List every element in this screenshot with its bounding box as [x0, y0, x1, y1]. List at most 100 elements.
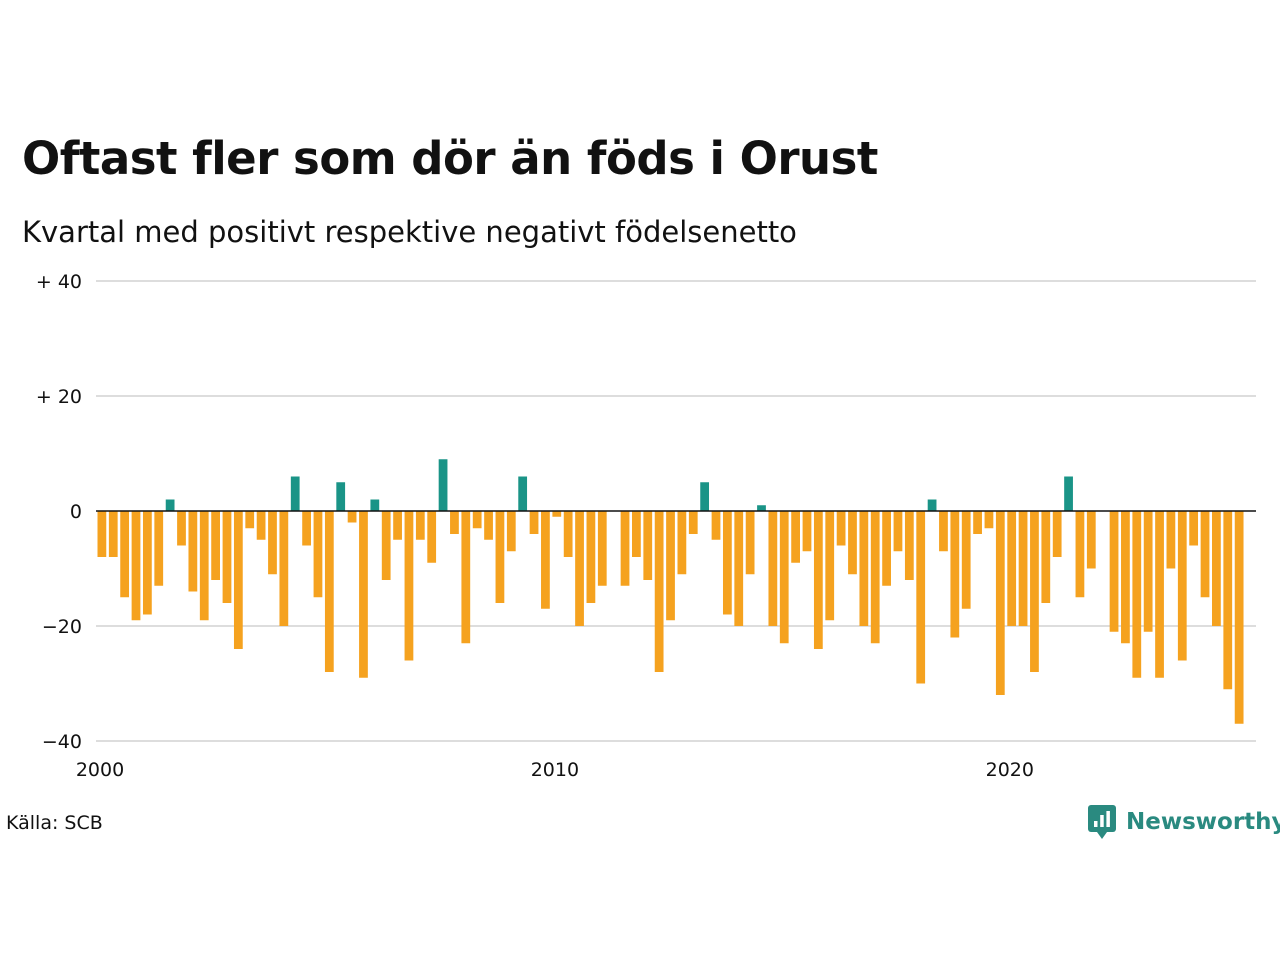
bar: [268, 511, 277, 575]
bar: [211, 511, 220, 580]
bar: [927, 499, 937, 511]
bar: [1041, 511, 1051, 603]
bar: [302, 511, 311, 546]
y-tick-label: 0: [70, 501, 82, 523]
bar: [882, 511, 891, 586]
bar: [995, 511, 1005, 695]
bar: [359, 511, 368, 678]
bar: [541, 511, 550, 609]
bar: [495, 511, 505, 603]
bar: [848, 511, 857, 575]
bar: [666, 511, 675, 621]
bars: [97, 459, 1244, 724]
bar: [415, 511, 425, 540]
bar: [404, 511, 414, 661]
bar: [518, 476, 528, 511]
bar: [984, 511, 994, 529]
bar: [916, 511, 926, 684]
bar: [370, 499, 380, 511]
bar: [506, 511, 516, 552]
bar: [734, 511, 744, 626]
bar: [1166, 511, 1176, 569]
bar: [438, 459, 448, 511]
bar: [1121, 511, 1130, 644]
bar: [563, 511, 573, 557]
bar: [893, 511, 903, 552]
bar: [233, 511, 243, 649]
bar: [222, 511, 232, 603]
bar: [347, 511, 357, 523]
newsworthy-logo-icon: [1088, 805, 1116, 839]
bar: [1075, 511, 1085, 598]
bar: [779, 511, 789, 644]
chart-subtitle: Kvartal med positivt respektive negativt…: [22, 215, 797, 249]
bar: [154, 511, 164, 586]
bar: [131, 511, 141, 621]
bar: [973, 511, 982, 534]
bar: [677, 511, 687, 575]
grid-lines: [96, 280, 1256, 742]
y-axis-ticks: + 40 + 20 0 −20 −40: [36, 271, 82, 753]
bar: [939, 511, 948, 552]
bar: [745, 511, 755, 575]
bar: [711, 511, 721, 540]
bar: [1177, 511, 1187, 661]
x-tick-label: 2010: [531, 759, 579, 781]
bar: [700, 482, 710, 511]
bar: [859, 511, 869, 626]
bar: [472, 511, 482, 529]
y-tick-label: + 40: [36, 271, 82, 293]
bar: [597, 511, 607, 586]
bar: [1109, 511, 1119, 632]
bar: [757, 505, 766, 511]
bar: [768, 511, 778, 626]
bar: [1189, 511, 1199, 546]
bar: [245, 511, 255, 529]
bar: [1007, 511, 1017, 626]
bar: [450, 511, 459, 534]
bar: [802, 511, 812, 552]
bar: [575, 511, 584, 626]
bar: [552, 511, 562, 517]
bar: [1234, 511, 1244, 724]
bar: [825, 511, 835, 621]
bar: [381, 511, 391, 580]
bar: [1155, 511, 1164, 678]
bar: [177, 511, 186, 546]
x-axis-ticks: 2000 2010 2020: [76, 759, 1034, 781]
bar: [324, 511, 334, 672]
bar: [1052, 511, 1062, 557]
bar: [336, 482, 346, 511]
bar: [1064, 476, 1073, 511]
y-tick-label: −40: [42, 731, 82, 753]
bar: [120, 511, 130, 598]
bar: [256, 511, 266, 540]
bar: [142, 511, 152, 615]
bar: [632, 511, 641, 557]
bar: [1030, 511, 1039, 672]
bar: [188, 511, 198, 592]
bar: [1212, 511, 1221, 626]
bar: [586, 511, 596, 603]
y-tick-label: + 20: [36, 386, 82, 408]
bar: [108, 511, 118, 557]
brand-name: Newsworthy: [1126, 809, 1280, 835]
bar: [484, 511, 493, 540]
y-tick-label: −20: [42, 616, 82, 638]
bar: [950, 511, 960, 638]
bar: [461, 511, 471, 644]
bar: [279, 511, 289, 626]
bar: [1143, 511, 1153, 632]
bar: [870, 511, 880, 644]
chart-title: Oftast fler som dör än föds i Orust: [22, 132, 878, 185]
bar: [836, 511, 846, 546]
bar: [654, 511, 664, 672]
bar: [393, 511, 402, 540]
bar: [961, 511, 971, 609]
bar: [1200, 511, 1210, 598]
bar: [643, 511, 653, 580]
bar: [529, 511, 539, 534]
x-tick-label: 2020: [986, 759, 1034, 781]
bar: [791, 511, 800, 563]
